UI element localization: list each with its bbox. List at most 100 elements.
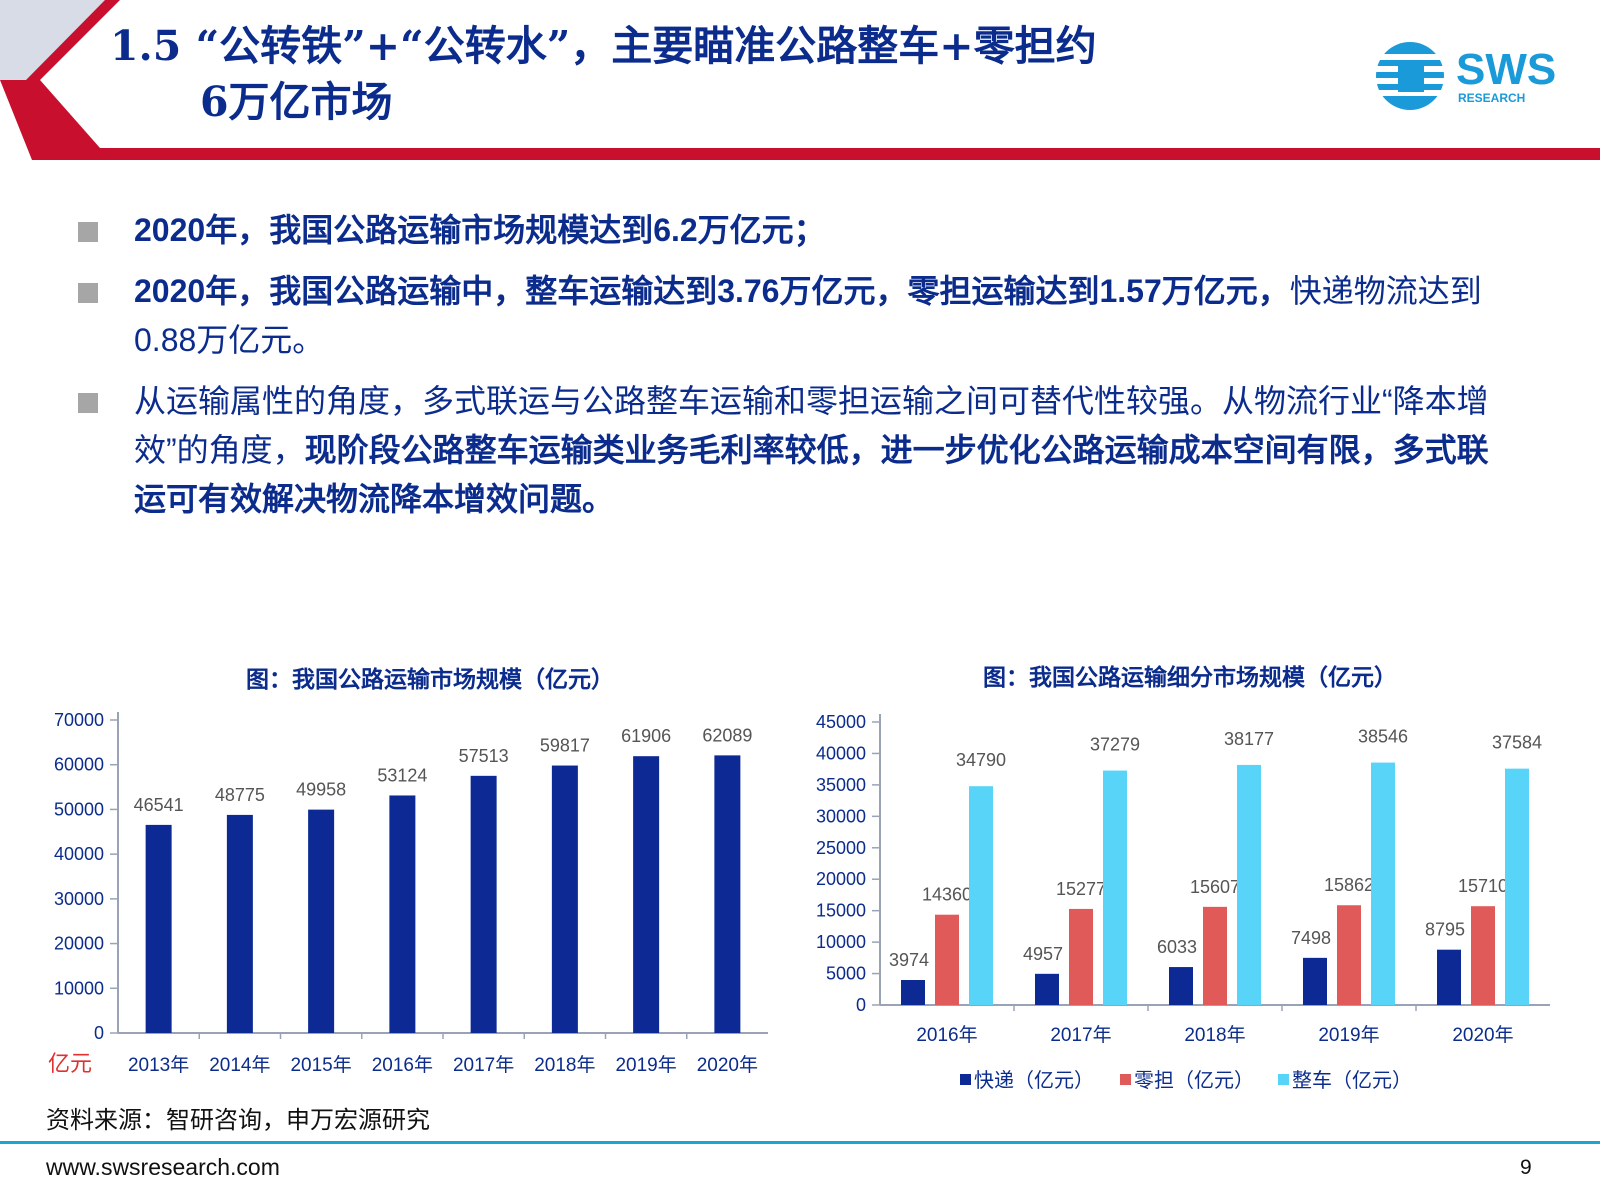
data-label: 8795	[1425, 920, 1465, 940]
bar-ftl	[1237, 764, 1261, 1005]
page-number: 9	[1520, 1156, 1532, 1179]
x-tick-label: 2017年	[1050, 1024, 1111, 1046]
x-tick-label: 2016年	[372, 1054, 433, 1076]
data-label: 46541	[134, 795, 184, 815]
y-tick-label: 30000	[54, 889, 104, 909]
x-tick-label: 2019年	[615, 1054, 676, 1076]
x-tick-label: 2018年	[1184, 1024, 1245, 1046]
bar	[551, 765, 578, 1033]
footer-rule	[0, 1141, 1600, 1144]
y-tick-label: 5000	[826, 964, 866, 984]
x-tick-label: 2015年	[290, 1054, 351, 1076]
data-label: 3974	[889, 950, 929, 970]
data-label: 49958	[296, 780, 346, 800]
data-label: 14360	[922, 885, 972, 905]
data-label: 38546	[1358, 727, 1408, 747]
data-label: 38177	[1224, 729, 1274, 749]
bar	[145, 824, 172, 1033]
bullet-item-1: 2020年，我国公路运输市场规模达到6.2万亿元；	[72, 206, 1502, 255]
data-label: 4957	[1023, 944, 1063, 964]
data-label: 15862	[1324, 875, 1374, 895]
y-tick-label: 40000	[816, 743, 866, 763]
bar-ltl	[1203, 906, 1227, 1005]
bullet-1-bold: 2020年，我国公路运输市场规模达到6.2万亿元；	[134, 212, 826, 248]
y-tick-label: 35000	[816, 775, 866, 795]
bar	[226, 814, 253, 1033]
y-tick-label: 25000	[816, 838, 866, 858]
x-tick-label: 2020年	[697, 1054, 758, 1076]
legend-swatch	[1120, 1074, 1131, 1085]
y-tick-label: 15000	[816, 901, 866, 921]
y-tick-label: 70000	[54, 710, 104, 730]
title-line-2: 6万亿市场	[200, 78, 393, 126]
bar-express	[1303, 957, 1327, 1005]
legend-label: 零担（亿元）	[1134, 1069, 1254, 1092]
bar-ftl	[1371, 762, 1395, 1005]
y-tick-label: 10000	[54, 978, 104, 998]
y-tick-label: 45000	[816, 712, 866, 732]
y-tick-label: 60000	[54, 755, 104, 775]
bullet-3-bold: 现阶段公路整车运输类业务毛利率较低，进一步优化公路运输成本空间有限，多式联运可有…	[134, 432, 1489, 517]
bar-express	[901, 980, 925, 1005]
bar	[714, 755, 741, 1033]
data-label: 6033	[1157, 937, 1197, 957]
x-tick-label: 2018年	[534, 1054, 595, 1076]
bullet-item-3: 从运输属性的角度，多式联运与公路整车运输和零担运输之间可替代性较强。从物流行业“…	[72, 377, 1502, 524]
y-tick-label: 20000	[54, 934, 104, 954]
data-label: 15607	[1190, 877, 1240, 897]
y-tick-label: 30000	[816, 806, 866, 826]
bullet-square-icon	[78, 283, 98, 303]
y-tick-label: 10000	[816, 932, 866, 952]
bullet-list: 2020年，我国公路运输市场规模达到6.2万亿元； 2020年，我国公路运输中，…	[72, 206, 1502, 536]
chart-market-size: 0 10000 20000 30000 40000 50000 60000 70000 4654…	[48, 710, 768, 1076]
data-label: 7498	[1291, 928, 1331, 948]
bar	[633, 756, 660, 1033]
data-label: 34790	[956, 750, 1006, 770]
sws-logo: SWS RESEARCH	[1376, 42, 1556, 110]
x-tick-label: 2020年	[1452, 1024, 1513, 1046]
x-tick-label: 2016年	[916, 1024, 977, 1046]
bar	[470, 775, 497, 1033]
bar-ltl	[1471, 906, 1495, 1005]
unit-label: 亿元	[48, 1051, 92, 1076]
legend-label: 整车（亿元）	[1292, 1069, 1412, 1092]
x-tick-label: 2019年	[1318, 1024, 1379, 1046]
legend-swatch	[960, 1074, 971, 1085]
bar-ftl	[969, 786, 993, 1005]
y-tick-label: 0	[94, 1023, 104, 1043]
y-tick-label: 20000	[816, 869, 866, 889]
y-tick-label: 0	[856, 995, 866, 1015]
data-label: 59817	[540, 736, 590, 756]
logo-subtext: RESEARCH	[1458, 91, 1525, 105]
bar-express	[1035, 973, 1059, 1005]
page-title: 1.5 “公转铁”+“公转水”，主要瞄准公路整车+零担约 6万亿市场	[110, 18, 1360, 130]
bar-express	[1437, 949, 1461, 1005]
data-label: 62089	[702, 725, 752, 745]
data-label: 61906	[621, 726, 671, 746]
bar-express	[1169, 967, 1193, 1005]
chart-2-title: 图：我国公路运输细分市场规模（亿元）	[983, 664, 1397, 690]
chart-segment-size: 0 5000 10000 15000 20000 25000 30000 35000 40000…	[816, 712, 1550, 1092]
bar-ltl	[1337, 905, 1361, 1005]
bullet-item-2: 2020年，我国公路运输中，整车运输达到3.76万亿元，零担运输达到1.57万亿…	[72, 267, 1502, 365]
data-label: 53124	[377, 765, 427, 785]
footer-url[interactable]: www.swsresearch.com	[46, 1154, 280, 1180]
legend-swatch	[1278, 1074, 1289, 1085]
bar-ltl	[935, 914, 959, 1005]
bar-ltl	[1069, 908, 1093, 1005]
source-note: 资料来源：智研咨询，申万宏源研究	[46, 1107, 430, 1134]
bullet-2-normal: 快递物流达到0.88万亿元。	[134, 273, 1482, 358]
bar-ftl	[1505, 768, 1529, 1005]
data-label: 15710	[1458, 876, 1508, 896]
legend-label: 快递（亿元）	[974, 1069, 1094, 1092]
data-label: 37279	[1090, 735, 1140, 755]
bullet-2-bold: 2020年，我国公路运输中，整车运输达到3.76万亿元，零担运输达到1.57万亿…	[134, 273, 1290, 309]
x-tick-label: 2013年	[128, 1054, 189, 1076]
bullet-square-icon	[78, 393, 98, 413]
chart-1-title: 图：我国公路运输市场规模（亿元）	[246, 666, 614, 692]
bar-ftl	[1103, 770, 1127, 1005]
bar	[389, 795, 416, 1033]
bullet-3-normal: 从运输属性的角度，多式联运与公路整车运输和零担运输之间可替代性较强。从物流行业“…	[134, 383, 1489, 468]
data-label: 48775	[215, 785, 265, 805]
bullet-square-icon	[78, 222, 98, 242]
